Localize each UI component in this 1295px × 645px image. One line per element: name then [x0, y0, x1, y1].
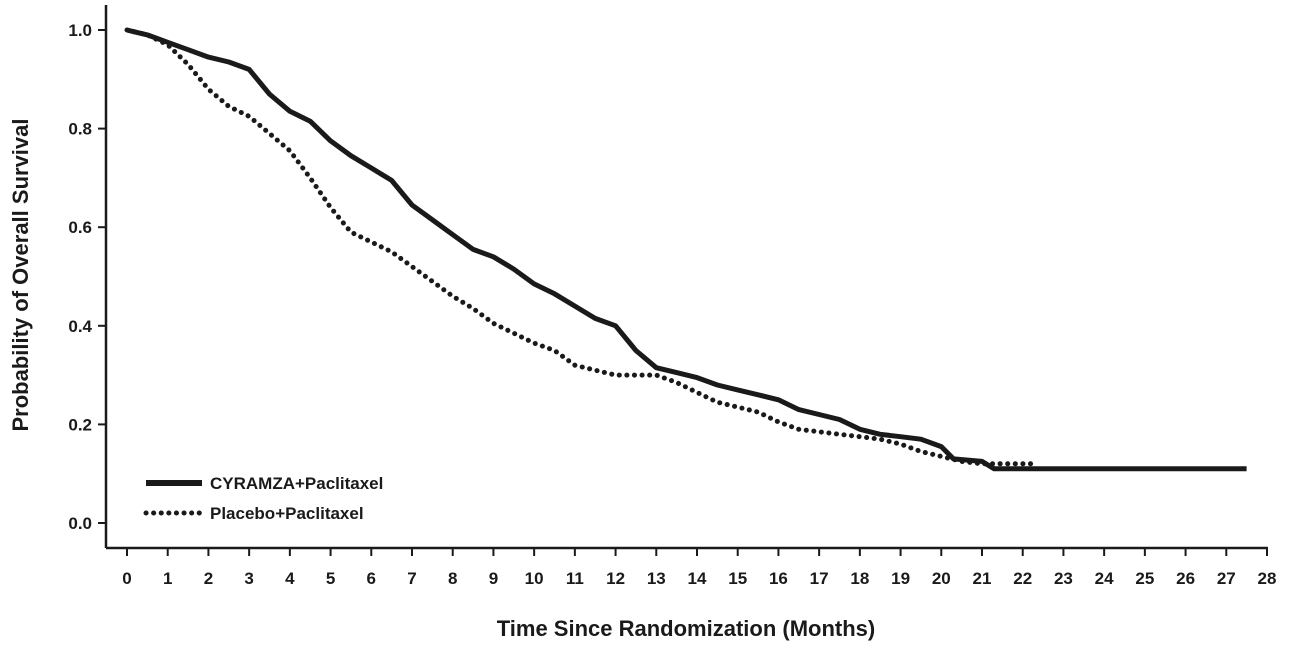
x-tick-label: 26: [1176, 569, 1195, 588]
series-layer: [124, 27, 1247, 472]
x-tick-label: 17: [810, 569, 829, 588]
y-axis-ticks: 0.0 0.2 0.4 0.6 0.8 1.0: [68, 21, 106, 533]
x-tick-label: 16: [769, 569, 788, 588]
x-tick-label: 9: [489, 569, 498, 588]
x-tick-label: 24: [1095, 569, 1114, 588]
x-axis-title: Time Since Randomization (Months): [497, 616, 876, 641]
x-tick-label: 7: [407, 569, 416, 588]
x-tick-label: 27: [1217, 569, 1236, 588]
legend-label-cyramza: CYRAMZA+Paclitaxel: [210, 474, 383, 493]
x-tick-label: 13: [647, 569, 666, 588]
x-tick-label: 20: [932, 569, 951, 588]
y-tick-label: 0.6: [68, 218, 92, 237]
x-tick-label: 8: [448, 569, 457, 588]
x-tick-label: 12: [606, 569, 625, 588]
x-tick-label: 11: [566, 569, 584, 588]
y-tick-label: 0.2: [68, 415, 92, 434]
x-tick-label: 1: [163, 569, 172, 588]
y-tick-label: 0.4: [68, 317, 92, 336]
series-line-cyramza: [126, 27, 1247, 472]
x-tick-label: 18: [850, 569, 869, 588]
x-tick-label: 10: [525, 569, 544, 588]
y-tick-label: 1.0: [68, 21, 92, 40]
y-axis-title: Probability of Overall Survival: [8, 119, 33, 432]
x-tick-label: 2: [204, 569, 213, 588]
y-tick-label: 0.0: [68, 514, 92, 533]
x-tick-label: 15: [728, 569, 747, 588]
series-line-placebo: [124, 27, 1034, 467]
x-tick-label: 23: [1054, 569, 1073, 588]
x-tick-label: 28: [1258, 569, 1277, 588]
x-tick-label: 19: [891, 569, 910, 588]
legend: CYRAMZA+Paclitaxel Placebo+Paclitaxel: [143, 474, 383, 523]
y-tick-label: 0.8: [68, 120, 92, 139]
x-tick-label: 3: [244, 569, 253, 588]
x-tick-label: 25: [1135, 569, 1154, 588]
legend-label-placebo: Placebo+Paclitaxel: [210, 504, 364, 523]
x-tick-label: 22: [1013, 569, 1032, 588]
x-tick-label: 5: [326, 569, 335, 588]
x-tick-label: 4: [285, 569, 295, 588]
x-axis-ticks: 0 1 2 3 4 5 6 7 8 9 10 11 12 13 14 15 16 17 18 19 20 21 22 23 24…: [122, 548, 1276, 588]
x-tick-label: 21: [973, 569, 992, 588]
x-tick-label: 6: [367, 569, 376, 588]
x-tick-label: 0: [122, 569, 131, 588]
x-tick-label: 14: [688, 569, 707, 588]
